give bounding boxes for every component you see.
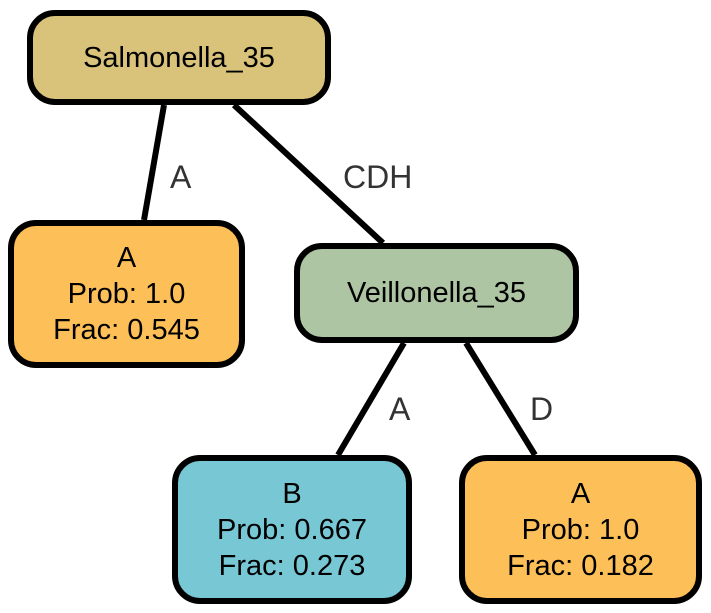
leaf-class-label: B	[282, 477, 302, 510]
leaf-node-a-right: A Prob: 1.0 Frac: 0.182	[459, 455, 702, 604]
leaf-prob-label: Prob: 1.0	[67, 278, 186, 310]
leaf-prob-label: Prob: 0.667	[217, 513, 367, 546]
edge-label-root-to-leaf-a1: A	[170, 159, 192, 195]
edge-label-veillonella-to-leaf-b: A	[389, 391, 411, 427]
leaf-frac-label: Frac: 0.273	[218, 549, 366, 582]
leaf-prob-label: Prob: 1.0	[521, 513, 640, 546]
inner-node-label: Veillonella_35	[347, 277, 526, 309]
root-node-label: Salmonella_35	[83, 41, 275, 74]
edge-veillonella-to-leaf-a2	[463, 341, 538, 457]
edge-root-to-veillonella	[231, 102, 386, 246]
edge-root-to-leaf-a1	[141, 104, 167, 221]
root-node-salmonella: Salmonella_35	[27, 10, 331, 105]
leaf-class-label: A	[116, 242, 137, 274]
inner-node-veillonella: Veillonella_35	[294, 243, 579, 343]
leaf-node-b: B Prob: 0.667 Frac: 0.273	[172, 455, 412, 604]
leaf-node-a-left: A Prob: 1.0 Frac: 0.545	[8, 220, 245, 368]
leaf-frac-label: Frac: 0.545	[53, 314, 200, 346]
leaf-class-label: A	[570, 477, 591, 510]
leaf-frac-label: Frac: 0.182	[507, 549, 654, 582]
edge-label-veillonella-to-leaf-a2: D	[530, 391, 553, 427]
edge-veillonella-to-leaf-b	[335, 341, 407, 457]
edge-label-root-to-veillonella: CDH	[343, 159, 412, 195]
